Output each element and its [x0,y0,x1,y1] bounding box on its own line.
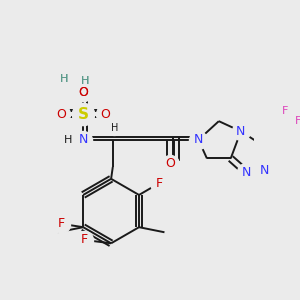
Text: F: F [296,116,300,126]
Text: N: N [236,125,246,138]
Text: F: F [80,233,88,246]
Text: H: H [81,76,89,86]
Text: H: H [81,76,89,86]
Text: O: O [78,86,88,99]
Text: O: O [56,108,66,121]
Text: F: F [58,217,65,230]
Text: H: H [64,135,72,145]
Text: S: S [78,107,88,122]
Text: H: H [60,74,69,84]
Text: O: O [166,157,176,170]
Text: F: F [282,106,288,116]
Text: N: N [260,164,269,177]
Text: O: O [100,108,110,121]
Text: F: F [299,131,300,141]
Text: F: F [156,177,163,190]
Text: N: N [194,133,203,146]
Text: N: N [78,133,88,146]
Text: H: H [60,74,69,84]
Text: N: N [241,166,250,178]
Text: O: O [78,86,88,99]
Text: H: H [111,123,118,133]
